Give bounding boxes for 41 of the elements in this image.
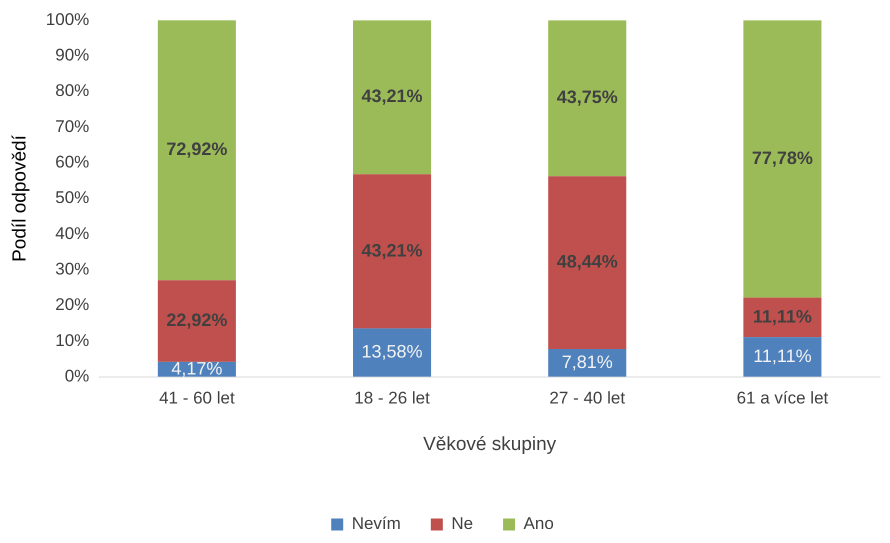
legend-label: Ne: [451, 514, 474, 534]
y-tick-label: 30%: [55, 260, 90, 279]
y-tick-label: 80%: [55, 81, 90, 100]
y-tick-label: 100%: [46, 10, 90, 29]
data-label: 7,81%: [562, 352, 613, 372]
data-label: 43,21%: [362, 240, 423, 260]
x-tick-label: 41 - 60 let: [159, 388, 235, 408]
data-label: 43,75%: [556, 87, 618, 108]
legend-label: Ano: [524, 514, 554, 534]
bar: [158, 20, 236, 280]
y-tick-label: 10%: [55, 330, 90, 350]
x-tick-label: 18 - 26 let: [354, 388, 430, 408]
y-tick-label: 50%: [55, 188, 90, 208]
data-label: 43,21%: [362, 86, 423, 106]
bar: [158, 280, 236, 362]
bar: [548, 20, 626, 176]
legend-label: Nevím: [352, 514, 401, 534]
y-tick-label: 70%: [55, 116, 90, 136]
x-tick-label: 27 - 40 let: [549, 388, 626, 408]
bar: [548, 176, 626, 349]
data-label: 11,11%: [752, 306, 812, 326]
data-label: 11,11%: [753, 346, 812, 366]
y-tick-label: 20%: [55, 295, 90, 314]
bar: [353, 328, 432, 377]
x-axis-title: Věkové skupiny: [423, 434, 557, 455]
y-tick-label: 0%: [64, 366, 90, 386]
y-tick-label: 60%: [55, 152, 90, 172]
data-label: 13,58%: [362, 342, 423, 362]
data-label: 72,92%: [166, 139, 228, 160]
bar: [353, 174, 432, 328]
bar: [743, 20, 822, 298]
data-label: 77,78%: [752, 148, 813, 168]
bar: [353, 20, 432, 174]
bar: [743, 337, 822, 377]
y-tick-label: 90%: [55, 46, 90, 65]
data-label: 22,92%: [166, 310, 228, 330]
y-tick-label: 40%: [55, 224, 90, 243]
data-label: 4,17%: [171, 358, 222, 378]
x-tick-label: 61 a více let: [736, 388, 829, 408]
data-label: 48,44%: [556, 252, 618, 272]
y-axis-title: Podíl odpovědí: [10, 134, 31, 262]
